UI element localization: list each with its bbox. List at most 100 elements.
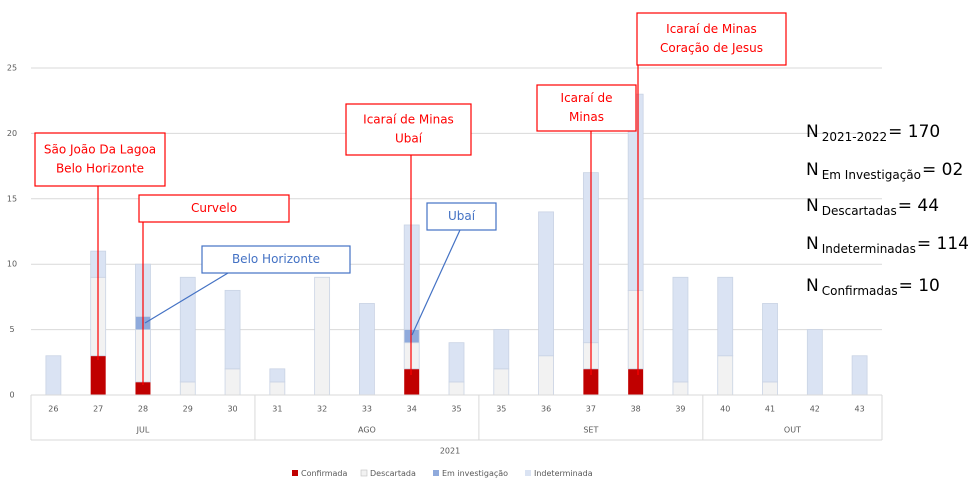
y-tick-label: 25 [7,64,17,73]
stat: N Confirmadas= 10 [806,276,940,298]
x-tick-label: 32 [317,405,327,414]
bar-segment [672,381,689,396]
bar-segment [448,381,465,396]
callout-text: Minas [569,110,604,124]
group-label: OUT [784,426,801,435]
bar-segment [224,289,241,370]
callout-text: Ubaí [395,132,423,146]
bar-segment [628,368,644,395]
callout-box [201,245,351,274]
callout-box [426,202,497,231]
bar-segment [762,381,778,396]
x-tick-label: 36 [541,405,551,414]
y-tick-label: 20 [7,129,17,138]
bar-segment [583,368,599,395]
callout-box [636,12,787,66]
x-tick-label: 37 [586,405,596,414]
callout-text: Icaraí de [561,91,613,105]
legend-swatch [433,470,439,476]
legend-label: Em investigação [442,469,508,478]
x-tick-label: 35 [496,405,506,414]
stat: N 2021-2022= 170 [806,122,940,144]
bar-segment [493,368,510,396]
bar-segment [717,355,734,396]
bar-segment [269,381,286,396]
x-tick-label: 42 [810,405,820,414]
bar-segment [672,276,689,383]
stat-subscript: 2021-2022 [822,130,887,144]
stat-symbol: N [806,122,819,142]
stat-symbol: N [806,234,819,254]
x-tick-label: 30 [227,405,237,414]
x-tick-label: 31 [272,405,282,414]
bar-segment [762,303,778,383]
legend-swatch [292,470,298,476]
callout-text: Coração de Jesus [660,41,763,55]
legend-swatch [360,469,368,477]
bar-segment [179,381,196,396]
bar-segment [448,342,465,383]
bar-segment [45,355,62,396]
stat-subscript: Indeterminadas [822,242,916,256]
callout-box [34,132,166,187]
callout-text: Ubaí [448,209,476,223]
callout-text: Belo Horizonte [232,252,320,266]
legend-label: Descartada [370,469,416,478]
x-tick-label: 27 [93,405,103,414]
stat-subscript: Descartadas [822,204,897,218]
stat-value: = 114 [917,234,969,254]
legend-label: Indeterminada [534,469,593,478]
callout-leader [144,272,229,324]
bar-segment [90,355,106,395]
bar-segment [627,289,644,370]
y-tick-label: 10 [7,260,17,269]
x-tick-label: 40 [720,405,730,414]
bar-segment [224,368,241,396]
x-tick-label: 29 [183,405,193,414]
legend-swatch [525,470,531,476]
y-tick-label: 15 [7,194,17,203]
x-tick-label: 38 [631,405,641,414]
bar-segment [269,368,286,383]
callout-leader [411,229,461,336]
y-tick-label: 5 [9,325,14,334]
bar-segment [404,368,420,395]
stat-value: = 10 [899,276,940,296]
callout-text: São João Da Lagoa [44,143,156,157]
x-tick-label: 33 [362,405,372,414]
stat-symbol: N [806,196,819,216]
callout-text: Icaraí de Minas [363,113,454,127]
bar-segment [359,303,375,396]
stat-value: = 02 [922,160,963,180]
stat-symbol: N [806,276,819,296]
x-tick-label: 43 [855,405,865,414]
bar-segment [538,211,554,357]
bar-segment [403,224,420,331]
stat-value: = 44 [898,196,939,216]
bar-segment [717,276,734,357]
group-label: JUL [136,426,150,435]
callout-text: Belo Horizonte [56,162,144,176]
stat-symbol: N [806,160,819,180]
group-label: SET [583,426,598,435]
bar-segment [851,355,868,396]
group-label: AGO [358,426,376,435]
callout-box [138,194,290,223]
x-tick-label: 39 [675,405,685,414]
stat-value: = 170 [888,122,940,142]
year-label: 2021 [440,447,460,456]
stat: N Em Investigação= 02 [806,160,963,182]
stat-subscript: Em Investigação [822,168,921,182]
x-tick-label: 26 [48,405,58,414]
stat: N Descartadas= 44 [806,196,939,218]
legend-label: Confirmada [301,469,348,478]
bar-segment [135,381,151,395]
callout-box [345,103,472,156]
bar-segment [493,329,510,370]
callout-text: Curvelo [191,201,237,215]
bar-segment [538,355,554,396]
bar-segment [314,276,331,396]
bar-segment [403,342,420,370]
bar-segment [403,329,420,344]
